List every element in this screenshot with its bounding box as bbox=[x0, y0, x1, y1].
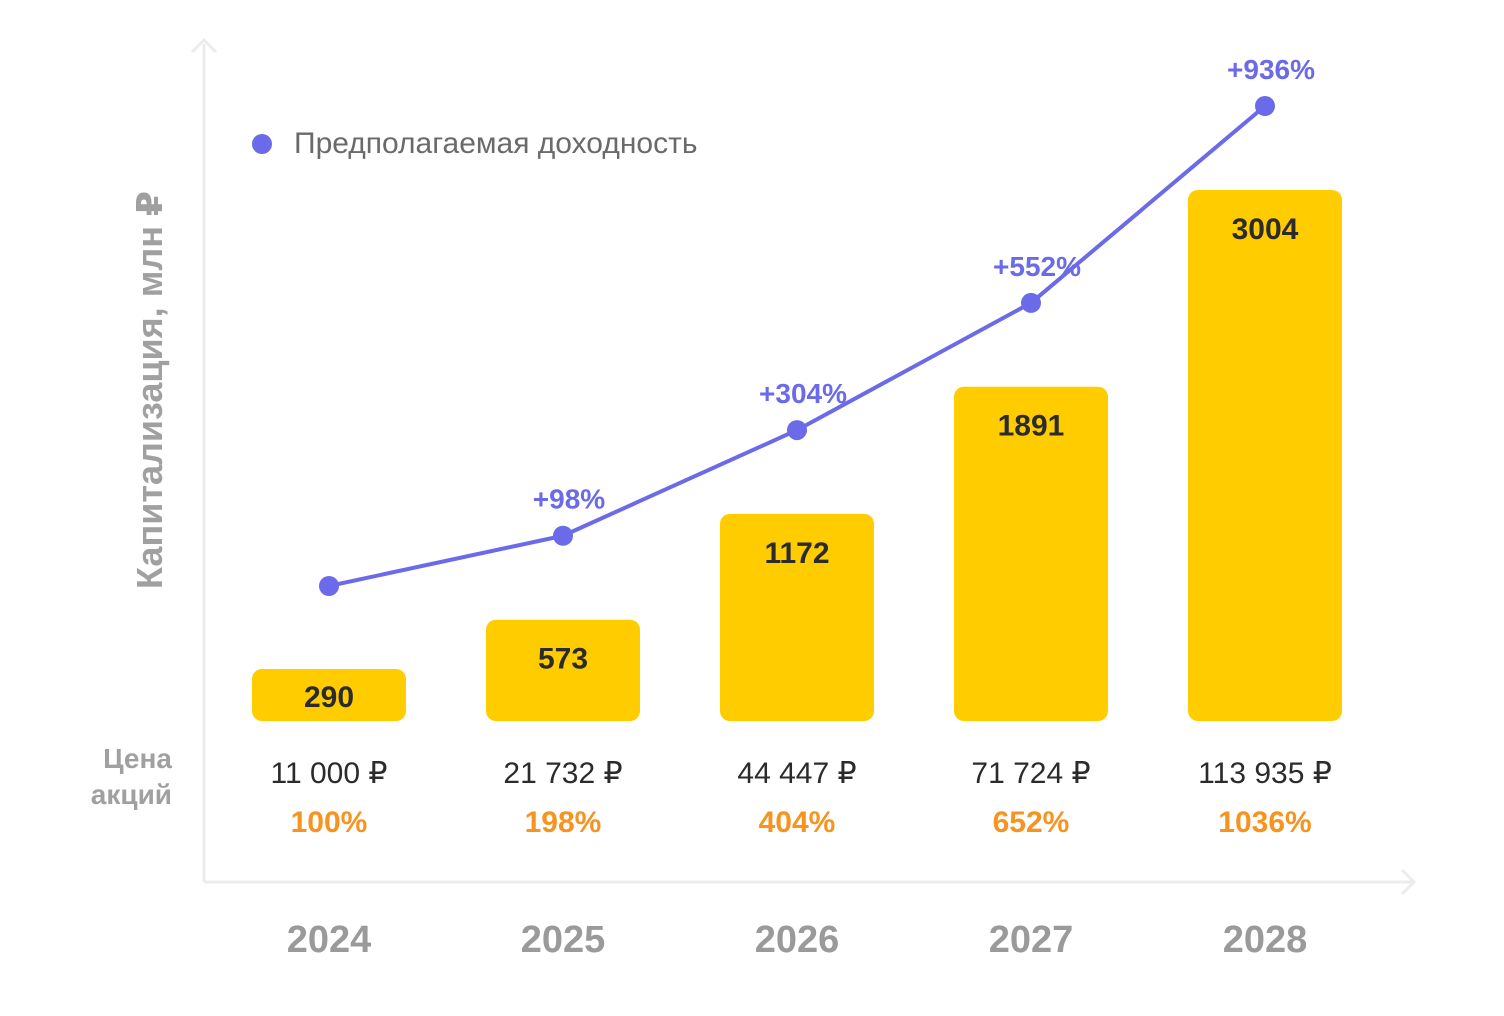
y-axis-arrow-icon bbox=[190, 37, 218, 54]
bar-value-label: 573 bbox=[538, 643, 588, 676]
bar bbox=[720, 513, 874, 721]
line-point bbox=[553, 525, 573, 546]
x-tick-label: 2028 bbox=[1223, 919, 1308, 961]
share-price-label: 113 935 ₽ bbox=[1198, 757, 1332, 790]
x-tick-label: 2027 bbox=[989, 919, 1074, 961]
line-value-label: +552% bbox=[993, 251, 1081, 282]
legend-dot-icon bbox=[252, 134, 272, 154]
y-axis-label: Капитализация, млн ₽ bbox=[129, 191, 170, 589]
line-point bbox=[1255, 96, 1275, 116]
bar-value-label: 1891 bbox=[998, 410, 1065, 443]
line-value-label: +304% bbox=[759, 378, 847, 409]
x-axis-arrow-icon bbox=[1400, 868, 1417, 896]
share-price-pct-label: 652% bbox=[993, 806, 1070, 839]
bar bbox=[486, 619, 640, 721]
row-label-line2: акций bbox=[90, 779, 172, 810]
legend: Предполагаемая доходность bbox=[252, 127, 697, 161]
share-price-label: 21 732 ₽ bbox=[503, 757, 622, 790]
share-price-pct-label: 404% bbox=[759, 806, 836, 839]
bar bbox=[954, 386, 1108, 721]
bar-value-label: 290 bbox=[304, 681, 354, 714]
line-point bbox=[1021, 292, 1041, 313]
x-tick-label: 2026 bbox=[755, 919, 840, 961]
share-price-pct-label: 198% bbox=[525, 806, 602, 839]
share-price-label: 11 000 ₽ bbox=[271, 757, 388, 790]
line-point bbox=[319, 576, 339, 596]
share-price-label: 44 447 ₽ bbox=[737, 757, 856, 790]
share-price-pct-label: 1036% bbox=[1218, 806, 1311, 839]
line-point bbox=[787, 420, 807, 441]
legend-label: Предполагаемая доходность bbox=[294, 127, 698, 160]
line-value-label: +936% bbox=[1227, 54, 1315, 85]
x-tick-label: 2025 bbox=[521, 919, 606, 961]
bar-value-label: 1172 bbox=[764, 537, 829, 570]
line-value-label: +98% bbox=[533, 484, 605, 515]
share-price-pct-label: 100% bbox=[291, 806, 368, 839]
bar bbox=[1188, 190, 1342, 721]
bar-value-label: 3004 bbox=[1232, 213, 1299, 246]
share-price-label: 71 724 ₽ bbox=[971, 757, 1090, 790]
x-tick-label: 2024 bbox=[287, 919, 372, 961]
bar bbox=[252, 669, 406, 721]
row-label-line1: Цена bbox=[103, 743, 172, 774]
